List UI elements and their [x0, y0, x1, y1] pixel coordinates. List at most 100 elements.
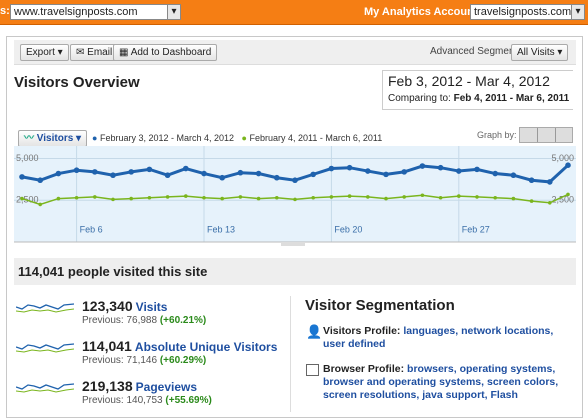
metric-row: 114,041 Absolute Unique Visitors — [82, 338, 277, 354]
data-point — [274, 174, 280, 181]
metric-previous: Previous: 140,753 — [82, 395, 163, 406]
summary: 114,041 people visited this site — [18, 264, 208, 279]
x-tick-label: Feb 6 — [80, 224, 103, 234]
metric-tab[interactable]: 〰 Visitors ▾ — [18, 130, 88, 147]
y-tick-label: 5,000 — [551, 153, 574, 163]
data-point — [292, 177, 298, 184]
legend: ● February 3, 2012 - March 4, 2012 ● Feb… — [92, 133, 383, 143]
data-point — [383, 171, 389, 178]
data-point — [548, 200, 552, 205]
x-tick-label: Feb 27 — [462, 224, 490, 234]
profile-link[interactable]: screen resolutions, — [323, 389, 420, 401]
data-point — [19, 174, 25, 180]
data-point — [146, 166, 153, 173]
dashboard-text: Add to Dashboard — [130, 47, 212, 58]
profile-link[interactable]: languages, — [403, 325, 459, 337]
sparkline — [16, 343, 74, 353]
expand-tab — [281, 242, 305, 246]
data-point — [238, 195, 243, 199]
metric-text: Visitors — [36, 133, 74, 144]
sparkline — [16, 383, 74, 393]
profile-link[interactable]: Flash — [490, 389, 518, 401]
data-point — [92, 169, 98, 175]
data-point — [456, 168, 462, 174]
dashboard-button[interactable]: ▦ Add to Dashboard — [113, 44, 218, 61]
data-point — [419, 163, 426, 169]
data-point — [74, 195, 79, 200]
metric-previous: Previous: 76,988 — [82, 315, 158, 326]
profile-link[interactable]: browsers, — [407, 363, 457, 375]
page-title: Visitors Overview — [14, 74, 140, 91]
site-select[interactable]: www.travelsignposts.com — [10, 4, 181, 20]
data-point — [493, 195, 498, 200]
data-point — [165, 195, 170, 199]
data-point — [293, 197, 297, 202]
metric-name[interactable]: Pageviews — [135, 380, 198, 394]
data-point — [329, 195, 334, 199]
data-point — [128, 169, 134, 175]
profile-link[interactable]: network locations, — [461, 325, 554, 337]
data-point — [510, 172, 517, 179]
data-point — [438, 195, 443, 200]
accounts-label: My Analytics Accounts: — [364, 6, 488, 18]
data-point — [474, 166, 480, 173]
data-point — [328, 165, 335, 172]
compare-label: Comparing to: — [388, 93, 451, 104]
visitors-profile: Visitors Profile: languages, network loc… — [323, 325, 578, 351]
metric-name[interactable]: Visits — [135, 300, 168, 314]
data-point — [110, 172, 116, 179]
date-range: Feb 3, 2012 - Mar 4, 2012 — [388, 73, 550, 89]
segments-label: Advanced Segments: — [430, 46, 526, 57]
data-point — [492, 170, 499, 177]
metric-previous: Previous: 71,146 — [82, 355, 158, 366]
metric-row: 123,340 Visits — [82, 298, 167, 314]
metric-row: 219,138 Pageviews — [82, 378, 197, 394]
data-point — [201, 170, 207, 177]
data-point — [475, 195, 479, 199]
data-point — [420, 193, 425, 198]
metric-name[interactable]: Absolute Unique Visitors — [134, 340, 278, 354]
metric-change: (+55.69%) — [165, 395, 212, 406]
data-point — [93, 195, 97, 199]
graph-by-label: Graph by: — [477, 130, 517, 140]
date-box[interactable] — [382, 70, 573, 110]
data-point — [255, 170, 262, 177]
profile-link[interactable]: user defined — [323, 338, 386, 350]
export-button[interactable]: Export ▾ — [20, 44, 69, 61]
data-point — [401, 169, 408, 175]
data-point — [402, 195, 407, 199]
profile-link[interactable]: screen colors, — [486, 376, 559, 388]
visitors-label: Visitors Profile: — [323, 325, 401, 337]
metric-value: 123,340 — [82, 298, 133, 314]
summary-bar — [14, 258, 576, 285]
data-point — [437, 164, 444, 171]
plot-area — [14, 146, 576, 242]
person-icon: 👤 — [306, 324, 323, 339]
data-point — [529, 199, 534, 203]
profile-link[interactable]: browser and operating systems, — [323, 376, 485, 388]
browser-icon — [306, 364, 319, 376]
data-point — [183, 165, 189, 172]
data-point — [511, 196, 516, 201]
graph-by-buttons[interactable] — [519, 127, 573, 143]
data-point — [38, 202, 42, 207]
site-label: s: — [0, 5, 10, 17]
data-point — [275, 195, 279, 200]
y-tick-label: 2,500 — [551, 195, 574, 205]
data-point — [147, 195, 152, 200]
export-text: Export — [26, 47, 55, 58]
data-point — [129, 196, 133, 201]
segmentation-title: Visitor Segmentation — [305, 297, 455, 314]
metric-value: 219,138 — [82, 378, 133, 394]
data-point — [311, 195, 316, 200]
segment-select[interactable]: All Visits ▾ — [511, 44, 569, 61]
profile-link[interactable]: operating systems, — [459, 363, 556, 375]
account-select[interactable]: travelsignposts.com — [470, 4, 585, 20]
metric-change: (+60.21%) — [159, 315, 207, 326]
y-tick-label: 5,000 — [16, 153, 39, 163]
email-button[interactable]: ✉ Email — [70, 44, 119, 61]
profile-link[interactable]: java support, — [422, 389, 488, 401]
data-point — [346, 164, 353, 171]
data-point — [111, 197, 115, 202]
